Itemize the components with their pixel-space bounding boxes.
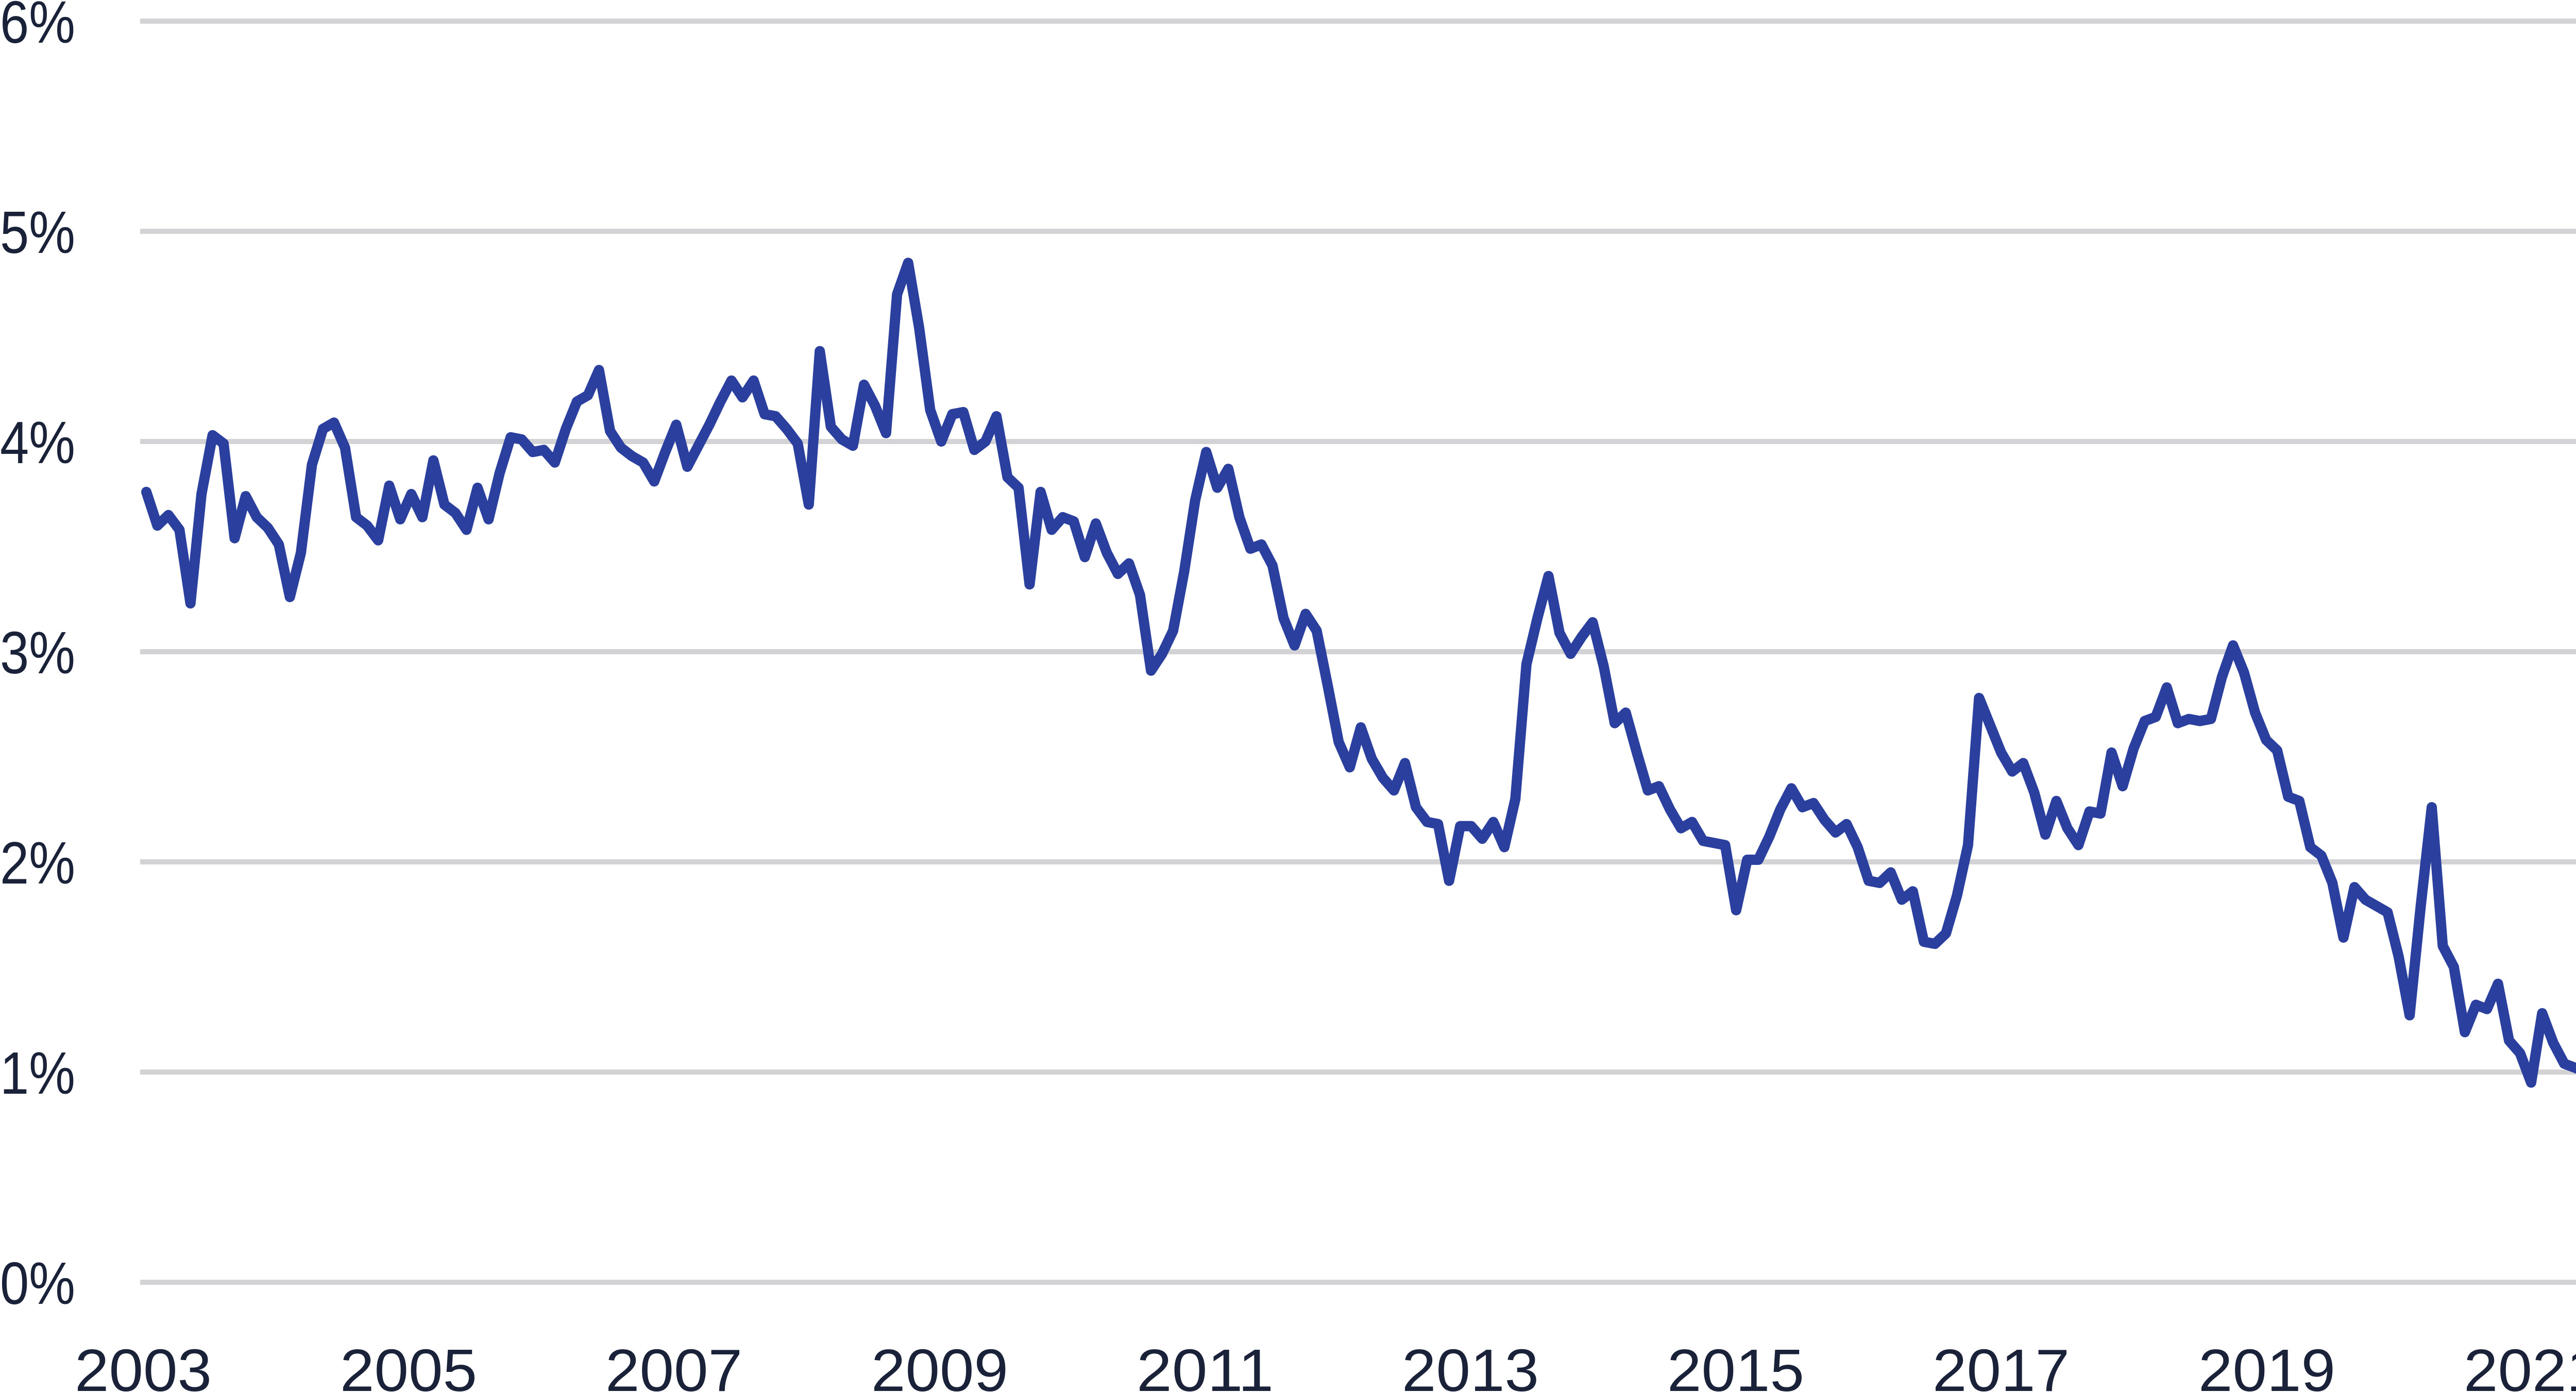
svg-text:2019: 2019 — [2198, 1337, 2335, 1392]
svg-text:2007: 2007 — [605, 1337, 742, 1392]
svg-text:2021: 2021 — [2464, 1337, 2576, 1392]
svg-text:2003: 2003 — [75, 1337, 212, 1392]
svg-text:1%: 1% — [0, 1040, 75, 1107]
svg-text:0%: 0% — [0, 1250, 75, 1317]
svg-text:2005: 2005 — [340, 1337, 477, 1392]
svg-text:2015: 2015 — [1667, 1337, 1804, 1392]
svg-text:2011: 2011 — [1137, 1337, 1274, 1392]
svg-text:4%: 4% — [0, 409, 75, 476]
svg-text:2017: 2017 — [1933, 1337, 2070, 1392]
svg-text:6%: 6% — [0, 0, 75, 56]
svg-text:2%: 2% — [0, 829, 75, 896]
svg-text:5%: 5% — [0, 199, 75, 266]
svg-text:3%: 3% — [0, 619, 75, 686]
svg-text:2009: 2009 — [871, 1337, 1008, 1392]
svg-text:2013: 2013 — [1402, 1337, 1539, 1392]
